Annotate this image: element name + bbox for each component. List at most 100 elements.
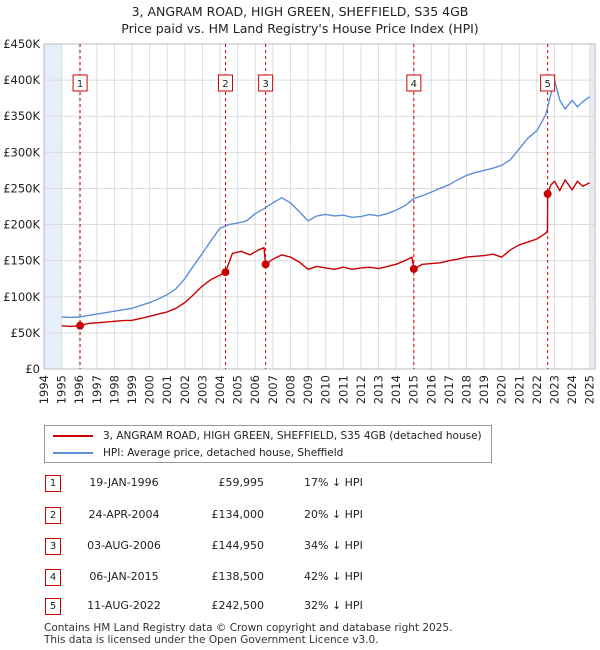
shaded-band <box>589 44 595 369</box>
price-chart: £0 £50K £100K £150K £200K £250K £300K £350K £400… <box>3 37 597 404</box>
sale-label: 4 <box>411 79 417 90</box>
legend: 3, ANGRAM ROAD, HIGH GREEN, SHEFFIELD, S… <box>44 425 492 463</box>
x-tick-label: 2024 <box>565 375 579 404</box>
y-tick-label: £450K <box>3 37 40 51</box>
x-tick-label: 2021 <box>512 375 526 404</box>
x-tick-label: 2004 <box>213 375 227 404</box>
footer-copyright: Contains HM Land Registry data © Crown c… <box>44 622 453 634</box>
sale-point <box>261 260 270 269</box>
x-tick-label: 1994 <box>37 375 51 404</box>
transaction-price: £59,995 <box>218 476 265 489</box>
sale-label: 1 <box>77 79 83 90</box>
sale-label-box <box>406 74 422 92</box>
x-tick-label: 2016 <box>424 375 438 404</box>
x-tick-label: 1995 <box>55 375 69 404</box>
x-tick-label: 2020 <box>495 375 509 404</box>
x-tick-label: 2023 <box>548 375 562 404</box>
y-tick-label: £400K <box>3 73 40 87</box>
transaction-date: 11-AUG-2022 <box>87 599 161 612</box>
transaction-hpi-diff: 34% ↓ HPI <box>304 539 363 552</box>
x-tick-label: 2009 <box>301 375 315 404</box>
chart-subtitle: Price paid vs. HM Land Registry's House … <box>121 21 479 36</box>
transaction-row: 3 03-AUG-2006 £144,950 34% ↓ HPI <box>44 536 444 558</box>
x-tick-label: 2003 <box>195 375 209 404</box>
x-tick-label: 2010 <box>319 375 333 404</box>
y-tick-label: £350K <box>3 109 40 123</box>
transaction-price: £134,000 <box>211 508 265 521</box>
sale-label-box <box>217 74 233 92</box>
y-tick-label: £50K <box>11 326 41 340</box>
sale-point <box>76 321 85 330</box>
x-tick-label: 2013 <box>371 375 385 404</box>
x-tick-label: 2018 <box>459 375 473 404</box>
transaction-row: 1 19-JAN-1996 £59,995 17% ↓ HPI <box>44 473 444 495</box>
x-tick-label: 2007 <box>266 375 280 404</box>
x-tick-label: 1996 <box>72 375 86 404</box>
transaction-price: £242,500 <box>211 599 265 612</box>
legend-label-hpi: HPI: Average price, detached house, Shef… <box>103 447 344 459</box>
transaction-row: 2 24-APR-2004 £134,000 20% ↓ HPI <box>44 505 444 527</box>
shaded-band <box>44 44 62 369</box>
x-tick-label: 2008 <box>283 375 297 404</box>
x-tick-label: 2017 <box>442 375 456 404</box>
x-tick-label: 2001 <box>160 375 174 404</box>
footer-license: This data is licensed under the Open Gov… <box>44 634 379 646</box>
plot-area <box>44 44 595 369</box>
transaction-date: 19-JAN-1996 <box>89 476 159 489</box>
transaction-date: 24-APR-2004 <box>88 508 160 521</box>
x-tick-label: 1999 <box>125 375 139 404</box>
legend-swatch-property <box>53 435 93 437</box>
sale-label-box <box>540 74 556 92</box>
legend-item-hpi: HPI: Average price, detached house, Shef… <box>53 445 343 461</box>
x-tick-label: 2015 <box>407 375 421 404</box>
transaction-hpi-diff: 20% ↓ HPI <box>304 508 363 521</box>
transaction-row: 5 11-AUG-2022 £242,500 32% ↓ HPI <box>44 596 444 618</box>
sale-label: 5 <box>544 79 550 90</box>
x-tick-label: 2022 <box>530 375 544 404</box>
x-tick-label: 2014 <box>389 375 403 404</box>
hpi-line <box>61 79 591 319</box>
transaction-hpi-diff: 17% ↓ HPI <box>304 476 363 489</box>
sale-point <box>221 268 230 277</box>
transaction-row: 4 06-JAN-2015 £138,500 42% ↓ HPI <box>44 567 444 589</box>
y-tick-label: £150K <box>3 254 40 268</box>
sale-label-box <box>258 74 274 92</box>
transaction-date: 06-JAN-2015 <box>89 570 159 583</box>
transaction-number: 1 <box>45 475 61 492</box>
y-tick-label: £0 <box>25 362 40 376</box>
x-tick-label: 1998 <box>107 375 121 404</box>
y-tick-label: £250K <box>3 181 40 195</box>
x-tick-label: 1997 <box>90 375 104 404</box>
transaction-number: 2 <box>45 507 61 524</box>
x-tick-label: 2025 <box>583 375 597 404</box>
transaction-date: 03-AUG-2006 <box>87 539 161 552</box>
transaction-price: £138,500 <box>211 570 265 583</box>
sale-label-box <box>72 74 88 92</box>
y-tick-label: £200K <box>3 218 40 232</box>
legend-item-property: 3, ANGRAM ROAD, HIGH GREEN, SHEFFIELD, S… <box>53 428 482 444</box>
x-tick-label: 2006 <box>248 375 262 404</box>
chart-title: 3, ANGRAM ROAD, HIGH GREEN, SHEFFIELD, S… <box>131 4 469 19</box>
x-tick-label: 2012 <box>354 375 368 404</box>
sale-label: 3 <box>262 79 268 90</box>
legend-label-property: 3, ANGRAM ROAD, HIGH GREEN, SHEFFIELD, S… <box>103 430 482 442</box>
sale-point <box>409 264 418 273</box>
y-tick-label: £300K <box>3 145 40 159</box>
x-tick-label: 2000 <box>143 375 157 404</box>
transaction-number: 3 <box>45 538 61 555</box>
x-tick-label: 2005 <box>231 375 245 404</box>
transaction-hpi-diff: 42% ↓ HPI <box>304 570 363 583</box>
x-tick-label: 2011 <box>336 375 350 404</box>
y-tick-label: £100K <box>3 290 40 304</box>
transaction-hpi-diff: 32% ↓ HPI <box>304 599 363 612</box>
sale-label: 2 <box>222 79 228 90</box>
property-price-line <box>61 179 591 328</box>
legend-swatch-hpi <box>53 452 93 454</box>
x-tick-label: 2002 <box>178 375 192 404</box>
transaction-number: 5 <box>45 598 61 615</box>
transaction-price: £144,950 <box>211 539 265 552</box>
footer-attribution: Contains HM Land Registry data © Crown c… <box>44 622 452 646</box>
transaction-number: 4 <box>45 569 61 586</box>
sale-point <box>543 189 552 198</box>
plot-frame <box>43 43 596 370</box>
